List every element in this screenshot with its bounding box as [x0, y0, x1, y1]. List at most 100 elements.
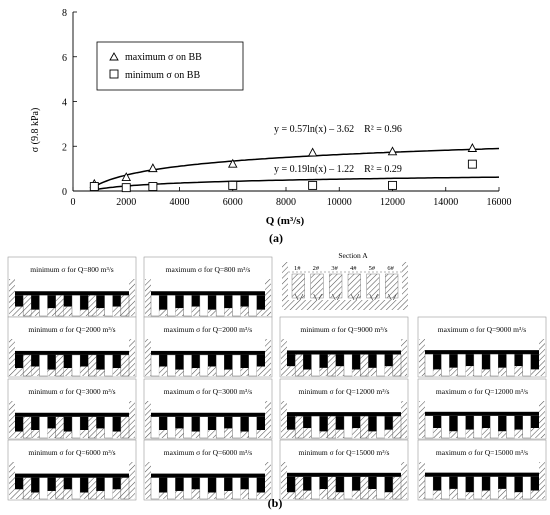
pressure-bay-base — [159, 366, 168, 376]
pressure-bay-light — [392, 354, 402, 377]
side-wall — [539, 339, 545, 376]
section-wall — [282, 262, 288, 310]
pressure-bay-base — [175, 428, 184, 438]
pressure-bay-dark — [482, 415, 491, 429]
pressure-bay-light — [506, 415, 515, 439]
pressure-bay-light — [232, 295, 241, 317]
side-wall — [145, 339, 151, 376]
pressure-bay-dark — [319, 476, 328, 490]
pressure-bay-light — [39, 416, 48, 439]
pressure-bay-base — [96, 308, 105, 316]
pressure-bay-dark — [335, 416, 344, 430]
pressure-bay-base — [191, 368, 200, 376]
chart-panel-a: 0 2 4 6 8 0 2000 4000 6000 8000 10000 12000 14000 160… — [62, 8, 512, 208]
pressure-bay-light — [248, 416, 258, 439]
pressure-bay-light — [343, 476, 353, 500]
pressure-bay-base — [159, 492, 168, 499]
water-surface — [15, 412, 129, 417]
pressure-bay-light — [22, 354, 32, 377]
diagram-title: minimum σ for Q=3000 m³/s — [28, 387, 115, 396]
pressure-bay-light — [104, 354, 113, 377]
pressure-bay-light — [376, 354, 385, 377]
legend: maximum σ on BB minimum σ on BB — [96, 41, 244, 91]
pressure-bay-dark — [449, 415, 458, 432]
pressure-bay-light — [183, 477, 192, 500]
pressure-bay-dark — [47, 416, 56, 429]
pressure-bay-dark — [482, 476, 491, 491]
trend-line-min — [92, 176, 500, 191]
pressure-bay-dark — [335, 354, 344, 367]
pressure-bay-light — [150, 477, 160, 500]
water-surface — [151, 412, 265, 417]
water-surface — [15, 291, 129, 296]
legend-entry-max: maximum σ on BB — [125, 52, 202, 63]
pressure-bay-dark — [31, 295, 40, 310]
pressure-bay-light — [489, 353, 499, 377]
pressure-bay-light — [457, 353, 466, 377]
pressure-bay-light — [327, 354, 337, 377]
pressure-bay-dark — [240, 477, 249, 490]
pressure-bay-dark — [15, 295, 24, 307]
pressure-diagram: maximum σ for Q=15000 m³/s — [417, 439, 547, 501]
pressure-bay-light — [183, 354, 192, 377]
pressure-bay-dark — [319, 416, 328, 432]
panel-label-b: (b) — [268, 496, 283, 510]
pressure-bay-base — [514, 492, 523, 499]
pressure-bay-light — [183, 295, 192, 317]
pressure-bay-light — [215, 354, 225, 377]
pressure-bay-base — [15, 489, 24, 499]
pressure-bay-base — [240, 368, 249, 376]
pressure-bay-base — [240, 431, 249, 438]
pressure-bay-base — [31, 309, 40, 316]
pressure-bay-base — [63, 489, 72, 499]
y-tick-label: 6 — [62, 53, 67, 64]
side-wall — [265, 339, 271, 376]
data-point-max — [148, 163, 158, 173]
section-pier — [347, 273, 361, 299]
diagram-title: minimum σ for Q=2000 m³/s — [28, 325, 115, 334]
pressure-bay-base — [433, 369, 442, 376]
pressure-bay-dark — [368, 354, 377, 368]
data-point-min — [89, 182, 99, 191]
pressure-bay-light — [360, 415, 369, 439]
pressure-bay-base — [31, 430, 40, 438]
pressure-bay-dark — [47, 295, 56, 309]
section-base — [288, 300, 402, 310]
diagram-title: minimum σ for Q=800 m³/s — [30, 265, 114, 274]
pressure-bay-base — [498, 488, 507, 499]
x-tick-label: 14000 — [433, 197, 458, 208]
pressure-bay-dark — [80, 416, 89, 431]
pressure-bay-dark — [352, 416, 361, 429]
pressure-bay-light — [473, 476, 483, 500]
pressure-bay-dark — [175, 295, 184, 309]
panel-label-a: (a) — [269, 231, 283, 245]
pressure-bay-base — [335, 429, 344, 438]
pressure-bay-dark — [191, 354, 200, 369]
y-tick-label: 0 — [62, 187, 67, 198]
section-pier — [385, 273, 399, 299]
pressure-bay-dark — [208, 354, 217, 367]
pressure-bay-dark — [256, 354, 265, 367]
pressure-bay-base — [287, 492, 296, 499]
side-wall — [9, 401, 15, 438]
pressure-bay-dark — [80, 354, 89, 367]
pressure-bay-dark — [159, 416, 168, 431]
legend-triangle-marker — [109, 52, 119, 61]
pressure-bay-base — [47, 308, 56, 316]
water-surface — [287, 472, 401, 477]
pressure-bay-light — [183, 416, 192, 439]
pressure-bay-light — [522, 415, 532, 439]
pressure-bay-light — [199, 416, 209, 439]
pressure-bay-base — [514, 366, 523, 376]
pressure-bay-base — [15, 431, 24, 438]
diagram-title: minimum σ for Q=12000 m³/s — [299, 387, 390, 396]
pressure-bay-dark — [208, 295, 217, 310]
pressure-bay-base — [449, 431, 458, 438]
pressure-bay-base — [15, 368, 24, 376]
pressure-bay-dark — [63, 416, 72, 432]
pressure-bay-base — [352, 428, 361, 438]
pressure-bay-base — [96, 428, 105, 438]
section-bay-label: 2# — [313, 265, 320, 272]
pressure-bay-dark — [47, 354, 56, 370]
pressure-bay-base — [287, 429, 296, 438]
